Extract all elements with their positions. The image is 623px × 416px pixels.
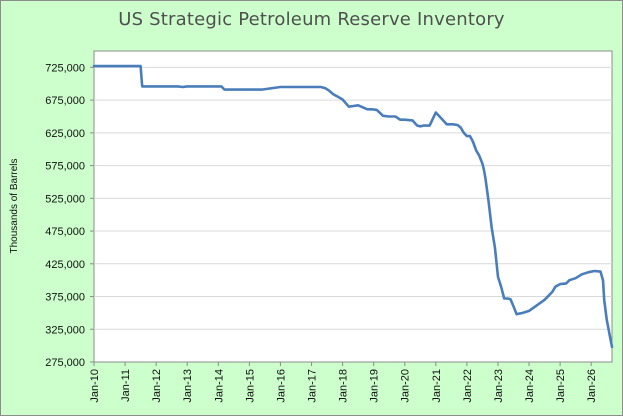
y-tick-label: 525,000 [45, 193, 85, 205]
x-tick-label: Jan-26 [586, 369, 598, 403]
y-tick-label: 475,000 [45, 226, 85, 238]
x-tick-label: Jan-25 [555, 369, 567, 403]
x-tick-label: Jan-22 [462, 369, 474, 403]
series-group [92, 64, 614, 349]
series-line [92, 64, 614, 349]
y-axis: 275,000 325,000 375,000 425,000 475,000 525,0… [45, 62, 94, 369]
y-tick-label: 725,000 [45, 62, 85, 74]
y-tick-label: 625,000 [45, 128, 85, 140]
x-axis: Jan-10 Jan-11 Jan-12 Jan-13 Jan-14 Jan-15 Jan-… [89, 362, 598, 403]
y-tick-label: 425,000 [45, 259, 85, 271]
x-tick-label: Jan-18 [338, 369, 350, 403]
x-tick-label: Jan-13 [182, 369, 194, 403]
gridlines [94, 66, 612, 330]
y-tick-label: 375,000 [45, 292, 85, 304]
chart-title: US Strategic Petroleum Reserve Inventory [118, 9, 505, 30]
x-tick-label: Jan-19 [369, 369, 381, 403]
y-tick-label: 275,000 [45, 357, 85, 369]
x-tick-label: Jan-15 [244, 369, 256, 403]
x-tick-label: Jan-17 [307, 369, 319, 403]
x-tick-label: Jan-12 [151, 369, 163, 403]
x-tick-label: Jan-10 [89, 369, 101, 403]
x-tick-label: Jan-23 [493, 369, 505, 403]
y-tick-label: 575,000 [45, 161, 85, 173]
y-tick-label: 325,000 [45, 324, 85, 336]
x-tick-label: Jan-11 [120, 369, 132, 402]
x-tick-label: Jan-24 [524, 369, 536, 403]
y-tick-label: 675,000 [45, 95, 85, 107]
x-tick-label: Jan-14 [213, 369, 225, 403]
plot-area [93, 50, 613, 363]
x-tick-label: Jan-21 [431, 369, 443, 403]
y-axis-title: Thousands of Barrels [9, 158, 20, 253]
x-tick-label: Jan-20 [400, 369, 412, 403]
x-tick-label: Jan-16 [275, 369, 287, 403]
